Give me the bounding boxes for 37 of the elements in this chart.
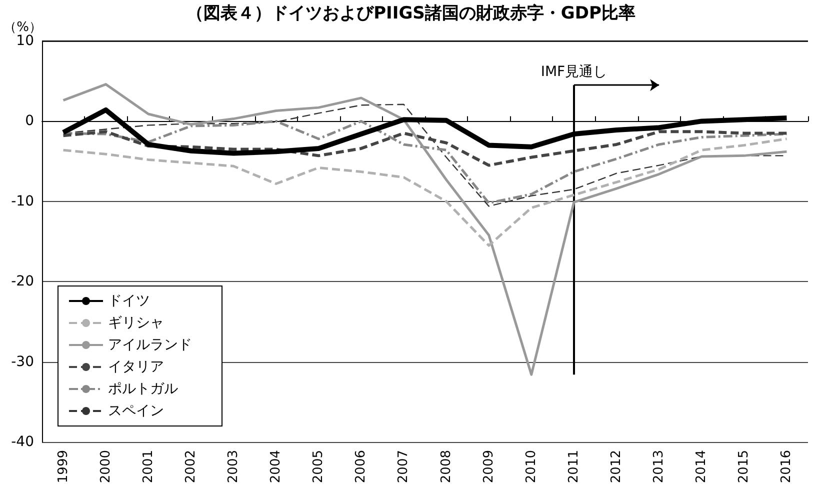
x-tick-label: 2002	[183, 450, 198, 484]
x-tick-label: 2012	[609, 450, 624, 484]
x-tick-label: 1999	[56, 450, 71, 484]
x-tick-label: 2014	[694, 450, 710, 484]
y-tick-label: -40	[11, 434, 34, 450]
x-tick-label: 2008	[438, 450, 454, 484]
y-tick-label: -10	[11, 193, 34, 210]
x-tick-label: 2001	[140, 450, 156, 484]
legend-label: アイルランド	[108, 337, 192, 353]
x-tick-label: 2000	[98, 450, 114, 484]
y-tick-label: 0	[25, 113, 34, 130]
x-tick-label: 2003	[226, 450, 241, 484]
y-tick-label: 10	[16, 33, 34, 49]
line-series	[62, 83, 788, 376]
y-tick-label: -20	[11, 274, 34, 290]
legend-label: スペイン	[108, 403, 164, 419]
x-tick-label: 2011	[566, 450, 582, 484]
legend-label: イタリア	[108, 359, 164, 375]
line-series	[62, 130, 788, 167]
x-tick-label: 2010	[524, 450, 539, 484]
legend-label: ギリシャ	[108, 315, 164, 331]
x-tick-label: 2005	[311, 450, 326, 484]
line-series	[62, 138, 788, 247]
ref-line-label: IMF見通し	[540, 64, 608, 80]
x-tick-label: 2004	[268, 450, 284, 484]
y-axis-title: （%）	[4, 20, 42, 36]
x-tick-label: 2015	[736, 450, 752, 484]
x-tick-label: 2009	[481, 450, 496, 484]
chart-title: （図表４）ドイツおよびPIIGS諸国の財政赤字・GDP比率	[186, 4, 636, 24]
line-series	[62, 120, 788, 204]
x-tick-label: 2013	[652, 450, 667, 484]
y-tick-label: -30	[11, 354, 34, 370]
x-tick-label: 2006	[354, 450, 369, 484]
legend-label: ドイツ	[108, 293, 150, 309]
legend-label: ポルトガル	[108, 381, 178, 397]
x-tick-label: 2007	[396, 450, 412, 484]
x-tick-label: 2016	[779, 450, 794, 484]
